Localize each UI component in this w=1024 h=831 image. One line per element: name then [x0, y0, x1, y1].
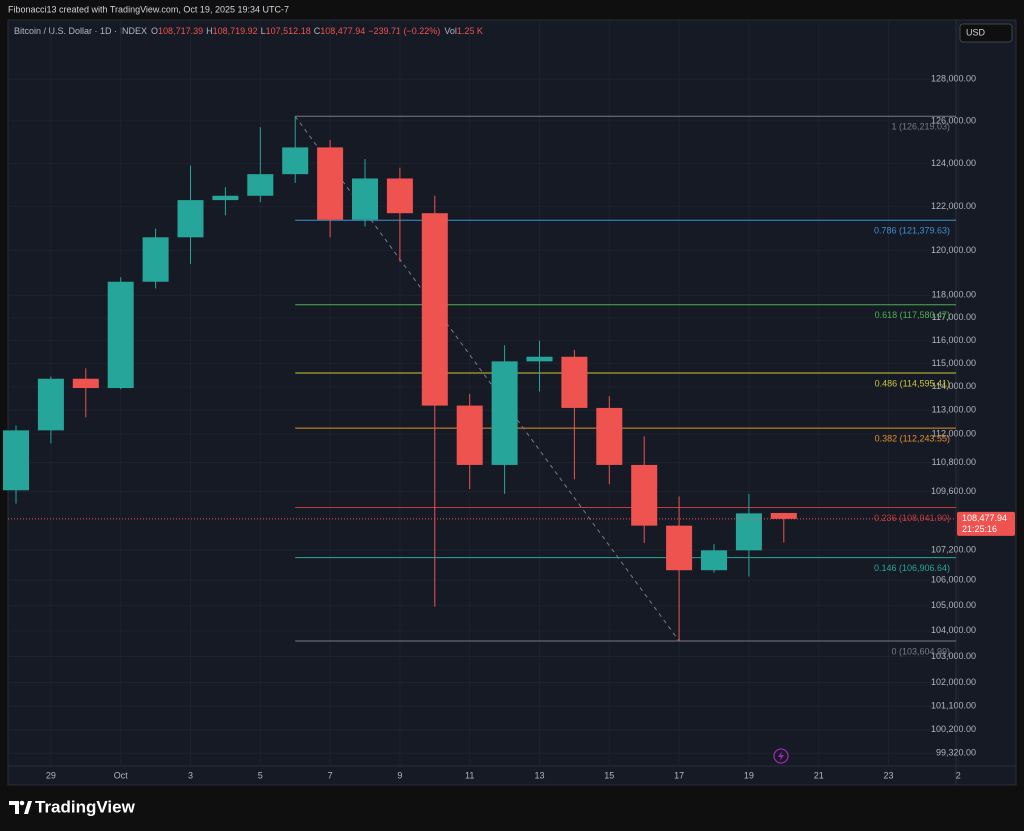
low-label: L: [261, 26, 266, 36]
fib-label: 0.786 (121,379.63): [874, 226, 950, 236]
open-label: O: [151, 26, 158, 36]
close: 108,477.94: [320, 26, 365, 36]
brand-logo: [9, 800, 32, 814]
candle-body: [491, 361, 518, 465]
x-tick-label: Oct: [114, 770, 129, 780]
candle-body: [282, 147, 309, 175]
x-tick-label: 3: [188, 770, 193, 780]
logo-mark: [9, 801, 19, 814]
y-tick-label: 100,200.00: [931, 724, 976, 734]
fib-label: 1 (126,219.03): [891, 122, 950, 132]
candle-body: [142, 237, 169, 282]
candle-body: [247, 174, 274, 196]
candle-body: [352, 178, 378, 220]
x-tick-label: 11: [465, 770, 474, 780]
candle-body: [631, 464, 658, 526]
currency[interactable]: USD: [966, 27, 986, 37]
candle-body: [561, 356, 588, 408]
attribution: Fibonacci13 created with TradingView.com…: [8, 4, 289, 14]
high-label: H: [206, 26, 213, 36]
y-tick-label: 102,000.00: [931, 677, 976, 687]
alert-bolt: [778, 751, 784, 761]
high: 108,719.92: [213, 26, 258, 36]
candle-body: [212, 195, 239, 201]
y-tick-label: 126,000.00: [931, 115, 976, 125]
x-tick-label: 29: [46, 770, 56, 780]
open: 108,717.39: [158, 26, 203, 36]
y-tick-label: 116,000.00: [932, 335, 976, 345]
y-tick-label: 110,800.00: [932, 457, 976, 467]
last-price-box: [957, 511, 1015, 536]
plot: 128,000.00 126,000.00 124,000.00 122,000.00…: [3, 20, 1015, 780]
logo-dot: [19, 800, 25, 806]
y-tick-label: 101,100.00: [931, 700, 976, 710]
fib-label: 0 (103,604.99): [891, 646, 950, 656]
brand: TradingView: [35, 797, 136, 816]
x-tick-label: 5: [258, 770, 263, 780]
candle-body: [317, 147, 344, 220]
candle-body: [37, 378, 64, 431]
y-tick-label: 114,000.00: [932, 381, 976, 391]
y-tick-label: 107,200.00: [931, 545, 976, 555]
x-tick-label: 7: [328, 770, 333, 780]
countdown: 21:25:16: [962, 524, 997, 534]
y-tick-label: 115,000.00: [932, 358, 976, 368]
fib-label: 0.618 (117,580.47): [875, 310, 950, 320]
x-tick-label: 17: [674, 770, 684, 780]
x-tick-label: 2: [956, 770, 961, 780]
candle-body: [456, 405, 483, 465]
y-tick-label: 105,000.00: [931, 600, 976, 610]
legend: Bitcoin / U.S. Dollar · 1D · INDEX O108,7…: [14, 26, 483, 36]
candle-body: [666, 525, 693, 571]
last-price-label: 108,477.94: [962, 513, 1007, 523]
currency-button[interactable]: [959, 23, 1013, 43]
candle-body: [177, 200, 204, 238]
fib-label: 0.382 (112,243.55): [875, 434, 950, 444]
y-tick-label: 117,000.00: [932, 312, 976, 322]
candle-body: [770, 512, 797, 519]
x-tick-label: 9: [397, 770, 402, 780]
x-tick-label: 21: [814, 770, 824, 780]
y-tick-label: 106,000.00: [931, 575, 976, 585]
y-tick-label: 118,000.00: [932, 290, 976, 300]
candle-body: [3, 430, 29, 491]
y-tick-label: 112,000.00: [932, 428, 976, 438]
candle-body: [526, 356, 553, 362]
low: 107,512.18: [266, 26, 311, 36]
change: −239.71 (−0.22%): [368, 26, 440, 36]
x-tick-label: 23: [883, 770, 893, 780]
y-tick-label: 128,000.00: [931, 73, 976, 83]
y-tick-label: 122,000.00: [931, 201, 976, 211]
y-tick-label: 99,320.00: [936, 748, 976, 758]
y-tick-label: 120,000.00: [931, 245, 976, 255]
fib-label: 0.486 (114,595.41): [875, 378, 950, 388]
x-tick-label: 19: [744, 770, 754, 780]
symbol: Bitcoin / U.S. Dollar · 1D · INDEX: [14, 26, 147, 36]
alert-icon[interactable]: [773, 748, 789, 764]
y-tick-label: 103,000.00: [931, 651, 976, 661]
y-tick-label: 104,000.00: [931, 625, 976, 635]
logo-mark: [24, 801, 32, 814]
fib-label: 0.236 (108,941.90): [874, 513, 950, 523]
candle-body: [735, 513, 762, 551]
x-tick-label: 15: [604, 770, 614, 780]
y-tick-label: 124,000.00: [931, 158, 976, 168]
y-tick-label: 109,600.00: [931, 486, 976, 496]
candle-body: [701, 550, 727, 571]
x-tick-label: 13: [534, 770, 544, 780]
close-label: C: [314, 26, 321, 36]
volume-label: Vol: [444, 26, 457, 36]
candle-body: [386, 178, 413, 214]
y-tick-label: 113,000.00: [932, 405, 976, 415]
candle-body: [421, 213, 448, 406]
candle-body: [72, 378, 99, 389]
candle-body: [596, 407, 623, 465]
fib-label: 0.146 (106,906.64): [874, 563, 950, 573]
candle-body: [107, 281, 134, 389]
